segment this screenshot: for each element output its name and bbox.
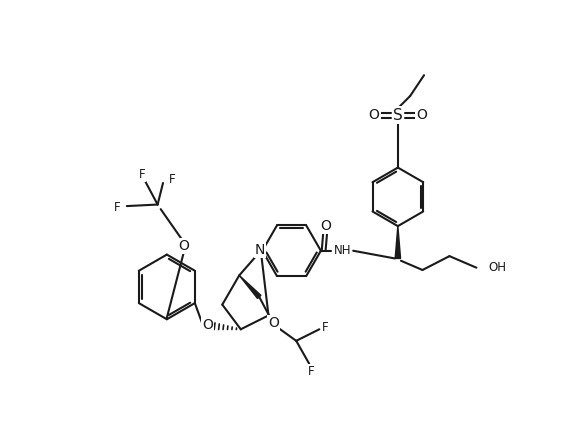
Text: NH: NH (333, 244, 351, 257)
Text: F: F (322, 321, 329, 334)
Polygon shape (395, 226, 401, 258)
Text: O: O (416, 108, 427, 122)
Text: O: O (178, 239, 189, 253)
Text: O: O (320, 219, 331, 233)
Text: OH: OH (489, 261, 507, 274)
Text: F: F (114, 201, 121, 214)
Polygon shape (239, 276, 261, 299)
Text: F: F (169, 174, 176, 186)
Text: O: O (369, 108, 380, 122)
Text: N: N (255, 243, 265, 257)
Text: F: F (308, 365, 315, 378)
Text: O: O (202, 319, 213, 332)
Text: F: F (139, 168, 145, 181)
Text: S: S (393, 108, 403, 123)
Text: O: O (269, 316, 279, 330)
